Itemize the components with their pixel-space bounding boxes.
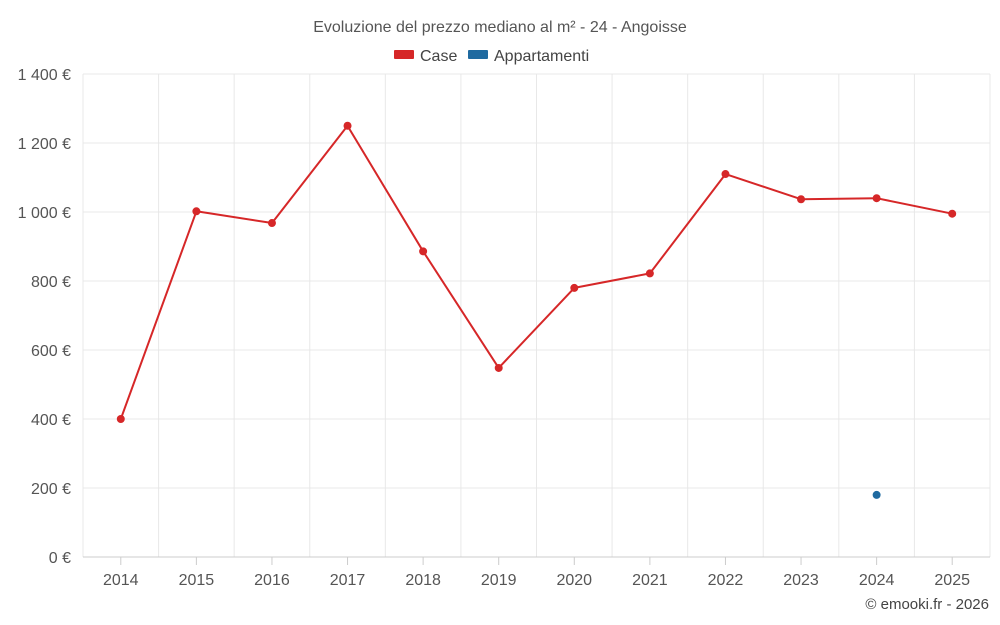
legend-item-case[interactable]: Case (394, 48, 457, 65)
series-line-case (119, 124, 953, 420)
x-tick-label: 2018 (405, 572, 441, 589)
data-point-case-2017[interactable] (343, 121, 352, 130)
x-tick-label: 2022 (708, 572, 744, 589)
y-tick-label: 0 € (49, 550, 71, 567)
x-tick-label: 2024 (859, 572, 895, 589)
y-tick-label: 600 € (31, 343, 71, 360)
data-point-case-2016[interactable] (267, 219, 276, 228)
legend-swatch-appartamenti (468, 50, 488, 59)
x-tick-label: 2025 (934, 572, 970, 589)
data-point-case-2015[interactable] (192, 207, 201, 216)
series-appartamenti (872, 490, 881, 499)
x-tick-label: 2020 (556, 572, 592, 589)
y-tick-label: 1 000 € (18, 205, 71, 222)
chart-legend: Case Appartamenti (394, 48, 589, 65)
legend-swatch-case (394, 50, 414, 59)
legend-label-case: Case (420, 48, 457, 65)
data-point-case-2018[interactable] (419, 247, 428, 256)
x-tick-label: 2016 (254, 572, 290, 589)
x-tick-label: 2014 (103, 572, 139, 589)
grid-lines (82, 73, 991, 557)
x-tick-label: 2017 (330, 572, 366, 589)
x-axis: 2014 2015 2016 2017 2018 2019 2020 2021 2022 2023… (83, 556, 990, 589)
x-tick-label: 2019 (481, 572, 517, 589)
credits-text: © emooki.fr - 2026 (865, 596, 989, 613)
x-tick-label: 2023 (783, 572, 819, 589)
y-axis: 0 € 200 € 400 € 600 € 800 € 1 000 € 1 200 € 1 4… (18, 67, 71, 567)
data-point-case-2021[interactable] (645, 269, 654, 278)
series-layer (116, 121, 957, 499)
y-tick-label: 1 200 € (18, 136, 71, 153)
data-point-case-2025[interactable] (948, 209, 957, 218)
data-point-case-2024[interactable] (872, 194, 881, 203)
chart-title: Evoluzione del prezzo mediano al m² - 24… (313, 19, 687, 36)
data-point-case-2019[interactable] (494, 363, 503, 372)
data-point-appartamenti-2024[interactable] (872, 490, 881, 499)
y-tick-label: 200 € (31, 481, 71, 498)
data-point-case-2023[interactable] (797, 195, 806, 204)
y-tick-label: 400 € (31, 412, 71, 429)
data-point-case-2020[interactable] (570, 283, 579, 292)
series-case (116, 121, 957, 423)
x-tick-label: 2021 (632, 572, 668, 589)
x-tick-label: 2015 (179, 572, 215, 589)
legend-item-appartamenti[interactable]: Appartamenti (468, 48, 589, 65)
y-tick-label: 800 € (31, 274, 71, 291)
data-point-case-2014[interactable] (116, 415, 125, 423)
data-point-case-2022[interactable] (721, 170, 730, 179)
y-tick-label: 1 400 € (18, 67, 71, 84)
legend-label-appartamenti: Appartamenti (494, 48, 589, 65)
